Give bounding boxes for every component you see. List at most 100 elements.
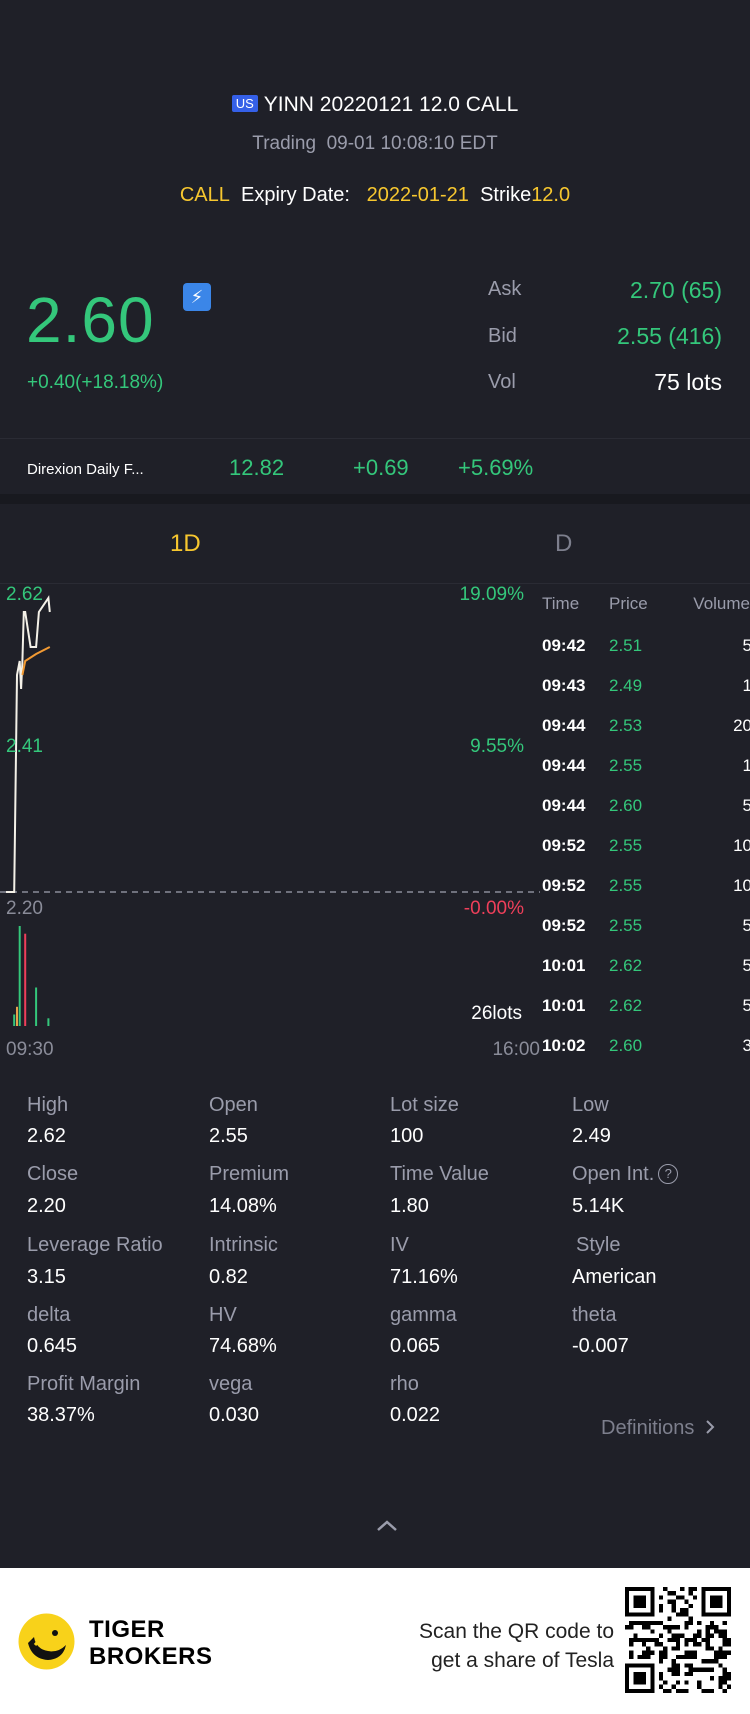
stat-label-close: Close <box>27 1163 79 1185</box>
trade-volume: 10 <box>733 876 750 895</box>
trade-time: 09:52 <box>542 836 586 855</box>
trade-volume: 5 <box>742 956 750 975</box>
expiry-value: 2022-01-21 <box>366 184 469 206</box>
stat-label-intrinsic: Intrinsic <box>209 1234 278 1256</box>
stat-value-hv: 74.68% <box>209 1335 277 1357</box>
trade-price: 2.51 <box>609 636 643 655</box>
stat-value-open: 2.55 <box>209 1125 248 1147</box>
volume-bars <box>13 926 50 1026</box>
price-lines <box>6 595 51 893</box>
brand-name: TIGER BROKERS <box>89 1616 213 1670</box>
trade-time: 10:02 <box>542 1036 586 1055</box>
stat-label-profit-margin: Profit Margin <box>27 1373 141 1395</box>
stat-value-open-interest: 5.14K <box>572 1195 625 1217</box>
trade-volume: 1 <box>742 676 750 695</box>
trade-row: 09:44 2.55 1 <box>540 756 750 796</box>
trade-price: 2.60 <box>609 1036 643 1055</box>
trade-time: 09:44 <box>542 756 586 775</box>
contract-title: US YINN 20220121 12.0 CALL <box>0 93 750 117</box>
trades-header-price: Price <box>609 594 648 613</box>
trade-row: 10:01 2.62 5 <box>540 996 750 1036</box>
trade-volume: 20 <box>733 716 750 735</box>
trade-volume: 1 <box>742 756 750 775</box>
stat-label-open-interest: Open Int.? <box>572 1163 679 1186</box>
stat-label-theta: theta <box>572 1304 617 1326</box>
stat-value-lot-size: 100 <box>390 1125 424 1147</box>
tab-1d[interactable]: 1D <box>170 530 201 557</box>
help-icon[interactable]: ? <box>658 1164 679 1184</box>
trade-volume: 5 <box>742 796 750 815</box>
promo-line-1: Scan the QR code to <box>419 1620 614 1643</box>
expiry-label: Expiry Date: <box>241 184 350 206</box>
trade-price: 2.60 <box>609 796 643 815</box>
promo-text: Scan the QR code to get a share of Tesla <box>380 1617 614 1675</box>
trade-time: 09:43 <box>542 676 586 695</box>
underlying-change-pct: +5.69% <box>458 455 534 480</box>
y-mid-label: 2.41 <box>6 736 43 757</box>
trade-price: 2.55 <box>609 756 643 775</box>
trade-price: 2.55 <box>609 876 643 895</box>
stat-label-delta: delta <box>27 1304 71 1326</box>
trading-status: Trading 09-01 10:08:10 EDT <box>0 133 750 155</box>
underlying-row[interactable]: Direxion Daily F... 12.82 +0.69 +5.69% <box>0 438 750 493</box>
definitions-link[interactable]: Definitions <box>601 1417 716 1440</box>
contract-info-row: CALL Expiry Date: 2022-01-21 Strike12.0 <box>0 184 750 207</box>
trade-time: 09:52 <box>542 916 586 935</box>
stat-value-premium: 14.08% <box>209 1195 277 1217</box>
stat-value-theta: -0.007 <box>572 1335 629 1357</box>
trade-time: 09:52 <box>542 876 586 895</box>
vol-label: Vol <box>488 371 516 393</box>
strike-label: Strike <box>480 184 532 206</box>
underlying-change: +0.69 <box>353 455 409 480</box>
pct-max-label: 19.09% <box>460 584 525 605</box>
tiger-brokers-logo <box>18 1613 75 1670</box>
stat-label-high: High <box>27 1094 69 1116</box>
volume-bar <box>47 1018 50 1026</box>
contract-name: YINN 20220121 12.0 CALL <box>263 93 519 116</box>
chevron-up-icon[interactable] <box>375 1516 399 1536</box>
trade-row: 09:52 2.55 10 <box>540 876 750 916</box>
bid-label: Bid <box>488 325 517 347</box>
average-price-line <box>21 646 51 676</box>
price-change: +0.40(+18.18%) <box>27 372 164 393</box>
stat-value-style: American <box>572 1266 657 1288</box>
stat-value-vega: 0.030 <box>209 1404 260 1426</box>
intraday-chart[interactable]: 2.62 2.41 2.20 19.09% 9.55% -0.00% 26lot… <box>0 584 540 1064</box>
stat-label-leverage-ratio: Leverage Ratio <box>27 1234 163 1256</box>
market-badge: US <box>231 95 258 112</box>
stat-label-hv: HV <box>209 1304 237 1326</box>
open-interest-label-text: Open Int. <box>572 1163 655 1185</box>
trade-time: 09:44 <box>542 716 586 735</box>
ask-label: Ask <box>488 278 522 300</box>
stat-value-profit-margin: 38.37% <box>27 1404 95 1426</box>
trade-price: 2.62 <box>609 956 643 975</box>
stat-label-style: Style <box>576 1234 621 1256</box>
stat-label-low: Low <box>572 1094 609 1116</box>
section-divider <box>0 494 750 504</box>
tab-d[interactable]: D <box>555 530 573 557</box>
strike-value: 12.0 <box>531 184 571 206</box>
trade-price: 2.55 <box>609 916 643 935</box>
trade-row: 09:44 2.53 20 <box>540 716 750 756</box>
stat-label-gamma: gamma <box>390 1304 457 1326</box>
stat-value-close: 2.20 <box>27 1195 66 1217</box>
trade-time: 09:42 <box>542 636 586 655</box>
trade-time: 10:01 <box>542 956 586 975</box>
trade-volume: 5 <box>742 636 750 655</box>
stat-value-high: 2.62 <box>27 1125 66 1147</box>
bid-value: 2.55 (416) <box>617 323 722 349</box>
last-price: 2.60 <box>26 284 155 356</box>
pct-mid-label: 9.55% <box>470 736 524 757</box>
trade-time: 10:01 <box>542 996 586 1015</box>
trade-price: 2.55 <box>609 836 643 855</box>
stat-value-rho: 0.022 <box>390 1404 441 1426</box>
x-start-label: 09:30 <box>6 1039 54 1060</box>
trade-price: 2.62 <box>609 996 643 1015</box>
realtime-flash-icon[interactable]: ⚡ <box>183 283 211 311</box>
stat-label-time-value: Time Value <box>390 1163 489 1185</box>
definitions-label: Definitions <box>601 1417 695 1439</box>
stat-label-iv: IV <box>390 1234 409 1256</box>
trade-volume: 3 <box>742 1036 750 1055</box>
trade-volume: 10 <box>733 836 750 855</box>
trade-price: 2.49 <box>609 676 643 695</box>
